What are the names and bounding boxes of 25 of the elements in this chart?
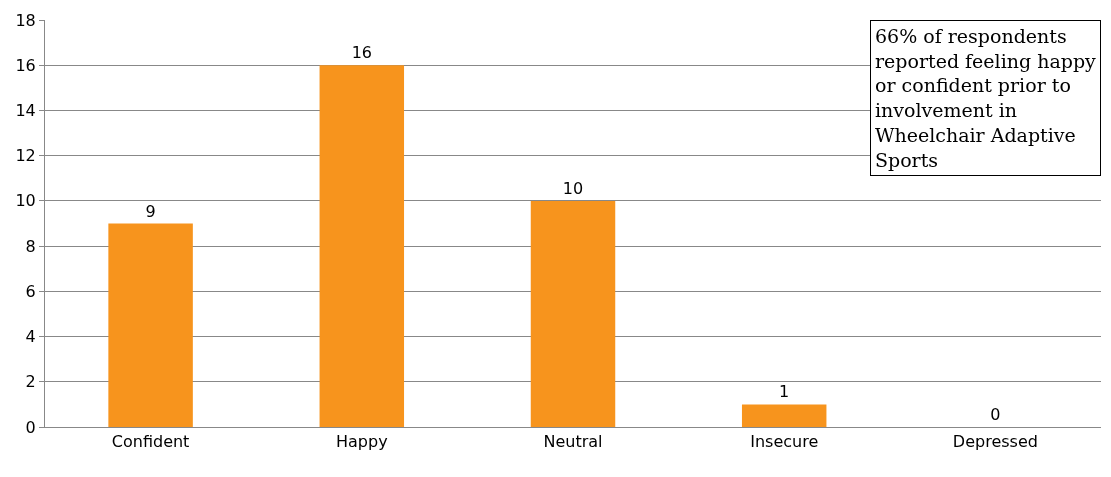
data-label: 10 [562, 178, 584, 198]
bar [319, 65, 405, 427]
y-tick-label: 2 [25, 372, 36, 392]
x-tick-label: Neutral [543, 432, 603, 452]
annotation: 66% of respondents reported feeling happy or confident prior to involvement in Wheelchair Adaptive Sports [875, 25, 1097, 171]
data-label: 1 [779, 382, 790, 402]
bar [108, 223, 193, 427]
y-tick-label: 14 [15, 101, 36, 121]
bar [741, 404, 827, 427]
y-tick-label: 4 [25, 327, 36, 347]
x-tick-label: Happy [335, 432, 388, 452]
bar [530, 200, 616, 427]
x-tick-label: Depressed [952, 432, 1038, 452]
data-label: 0 [990, 405, 1001, 424]
x-tick-label: Insecure [750, 432, 819, 452]
y-tick-label: 10 [15, 191, 36, 211]
y-tick-label: 0 [25, 417, 36, 437]
y-tick-label: 18 [15, 10, 36, 30]
y-tick-label: 6 [25, 281, 36, 301]
y-tick-label: 16 [15, 55, 36, 75]
y-tick-label: 8 [25, 236, 36, 256]
data-label: 9 [145, 201, 156, 221]
y-tick-label: 12 [15, 146, 36, 166]
data-label: 16 [351, 43, 372, 63]
x-tick-label: Confident [111, 432, 190, 452]
